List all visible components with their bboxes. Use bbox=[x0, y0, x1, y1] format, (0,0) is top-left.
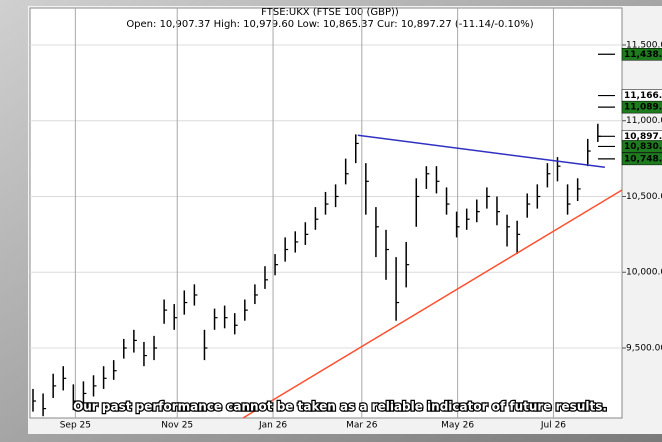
y-tick-label: 9,500.00 bbox=[626, 344, 662, 354]
y-tick-label: 10,000.00 bbox=[626, 268, 662, 278]
chart-title: FTSE:UKX (FTSE 100 (GBP)) bbox=[261, 7, 399, 18]
level-label: 11,089.8 bbox=[624, 103, 662, 113]
chart-subtitle: Open: 10,907.37 High: 10,979.60 Low: 10,… bbox=[126, 19, 533, 30]
x-tick-label: Jul 26 bbox=[540, 421, 566, 431]
x-tick-label: Sep 25 bbox=[60, 421, 91, 431]
x-tick-label: Mar 26 bbox=[346, 421, 378, 431]
marks bbox=[32, 123, 622, 418]
level-label: 11,438.7 bbox=[624, 50, 662, 60]
y-tick-label: 11,500.00 bbox=[626, 40, 662, 50]
level-box bbox=[621, 152, 662, 166]
disclaimer: Our past performance cannot be taken as … bbox=[73, 400, 607, 414]
level-label: 10,830.4 bbox=[624, 142, 662, 152]
y-tick-label: 11,000.00 bbox=[626, 116, 662, 126]
level-label: 11,166.1 bbox=[624, 91, 662, 101]
level-box bbox=[621, 140, 662, 153]
trend-line bbox=[241, 189, 622, 418]
x-tick-label: Jan 26 bbox=[258, 421, 287, 431]
level-box bbox=[621, 48, 662, 61]
level-label: 10,748.3 bbox=[624, 154, 662, 164]
axes: 11,500.00 11,000.00 10,500.00 10,000.00 9,50… bbox=[60, 40, 662, 431]
trend-line bbox=[357, 134, 605, 168]
x-tick-label: May 26 bbox=[441, 421, 474, 431]
y-tick-label: 10,500.00 bbox=[626, 192, 662, 202]
level-box bbox=[621, 100, 662, 114]
x-tick-label: Nov 25 bbox=[161, 421, 193, 431]
level-label: 10,897.2 bbox=[624, 132, 662, 142]
